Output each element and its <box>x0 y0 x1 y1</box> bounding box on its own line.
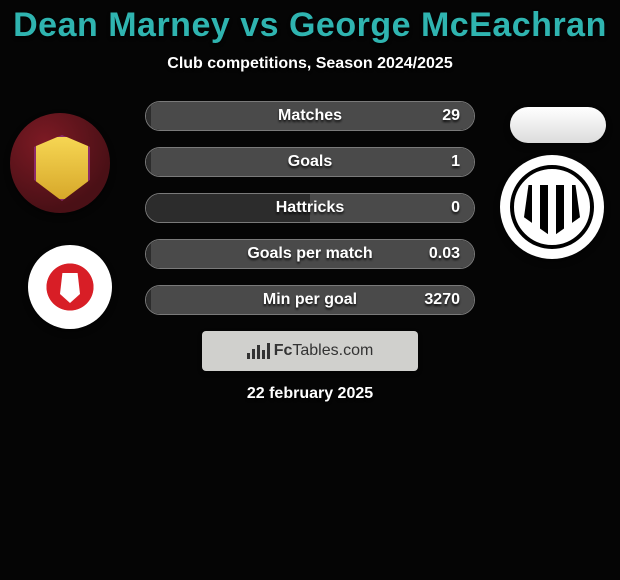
date-text: 22 february 2025 <box>0 385 620 403</box>
stat-row: Goals1 <box>145 147 475 177</box>
page-subtitle: Club competitions, Season 2024/2025 <box>0 55 620 73</box>
stat-label: Goals per match <box>146 245 474 263</box>
stat-value-right: 29 <box>442 107 460 125</box>
crest-icon <box>28 245 112 329</box>
stat-row: Hattricks0 <box>145 193 475 223</box>
stat-value-right: 0 <box>451 199 460 217</box>
left-club-badge-2 <box>28 245 112 329</box>
stat-value-right: 3270 <box>424 291 460 309</box>
brand-text: FcTables.com <box>274 342 374 360</box>
brand-suffix: Tables.com <box>292 342 373 359</box>
stat-label: Goals <box>146 153 474 171</box>
right-club-badge-2 <box>500 155 604 259</box>
pill-icon <box>510 107 606 143</box>
stat-value-right: 1 <box>451 153 460 171</box>
page-title: Dean Marney vs George McEachran <box>0 0 620 45</box>
crest-icon <box>10 113 110 213</box>
stat-value-right: 0.03 <box>429 245 460 263</box>
stat-row: Min per goal3270 <box>145 285 475 315</box>
stat-label: Hattricks <box>146 199 474 217</box>
stat-row: Matches29 <box>145 101 475 131</box>
stat-row: Goals per match0.03 <box>145 239 475 269</box>
stat-label: Matches <box>146 107 474 125</box>
right-club-badge-1 <box>510 107 606 143</box>
bar-chart-icon <box>247 343 270 359</box>
crest-icon <box>500 155 604 259</box>
stats-area: Matches29 Goals1 Hattricks0 Goals per match… <box>0 101 620 403</box>
brand-prefix: Fc <box>274 342 293 359</box>
brand-footer: FcTables.com <box>202 331 418 371</box>
left-club-badge-1 <box>10 113 110 213</box>
